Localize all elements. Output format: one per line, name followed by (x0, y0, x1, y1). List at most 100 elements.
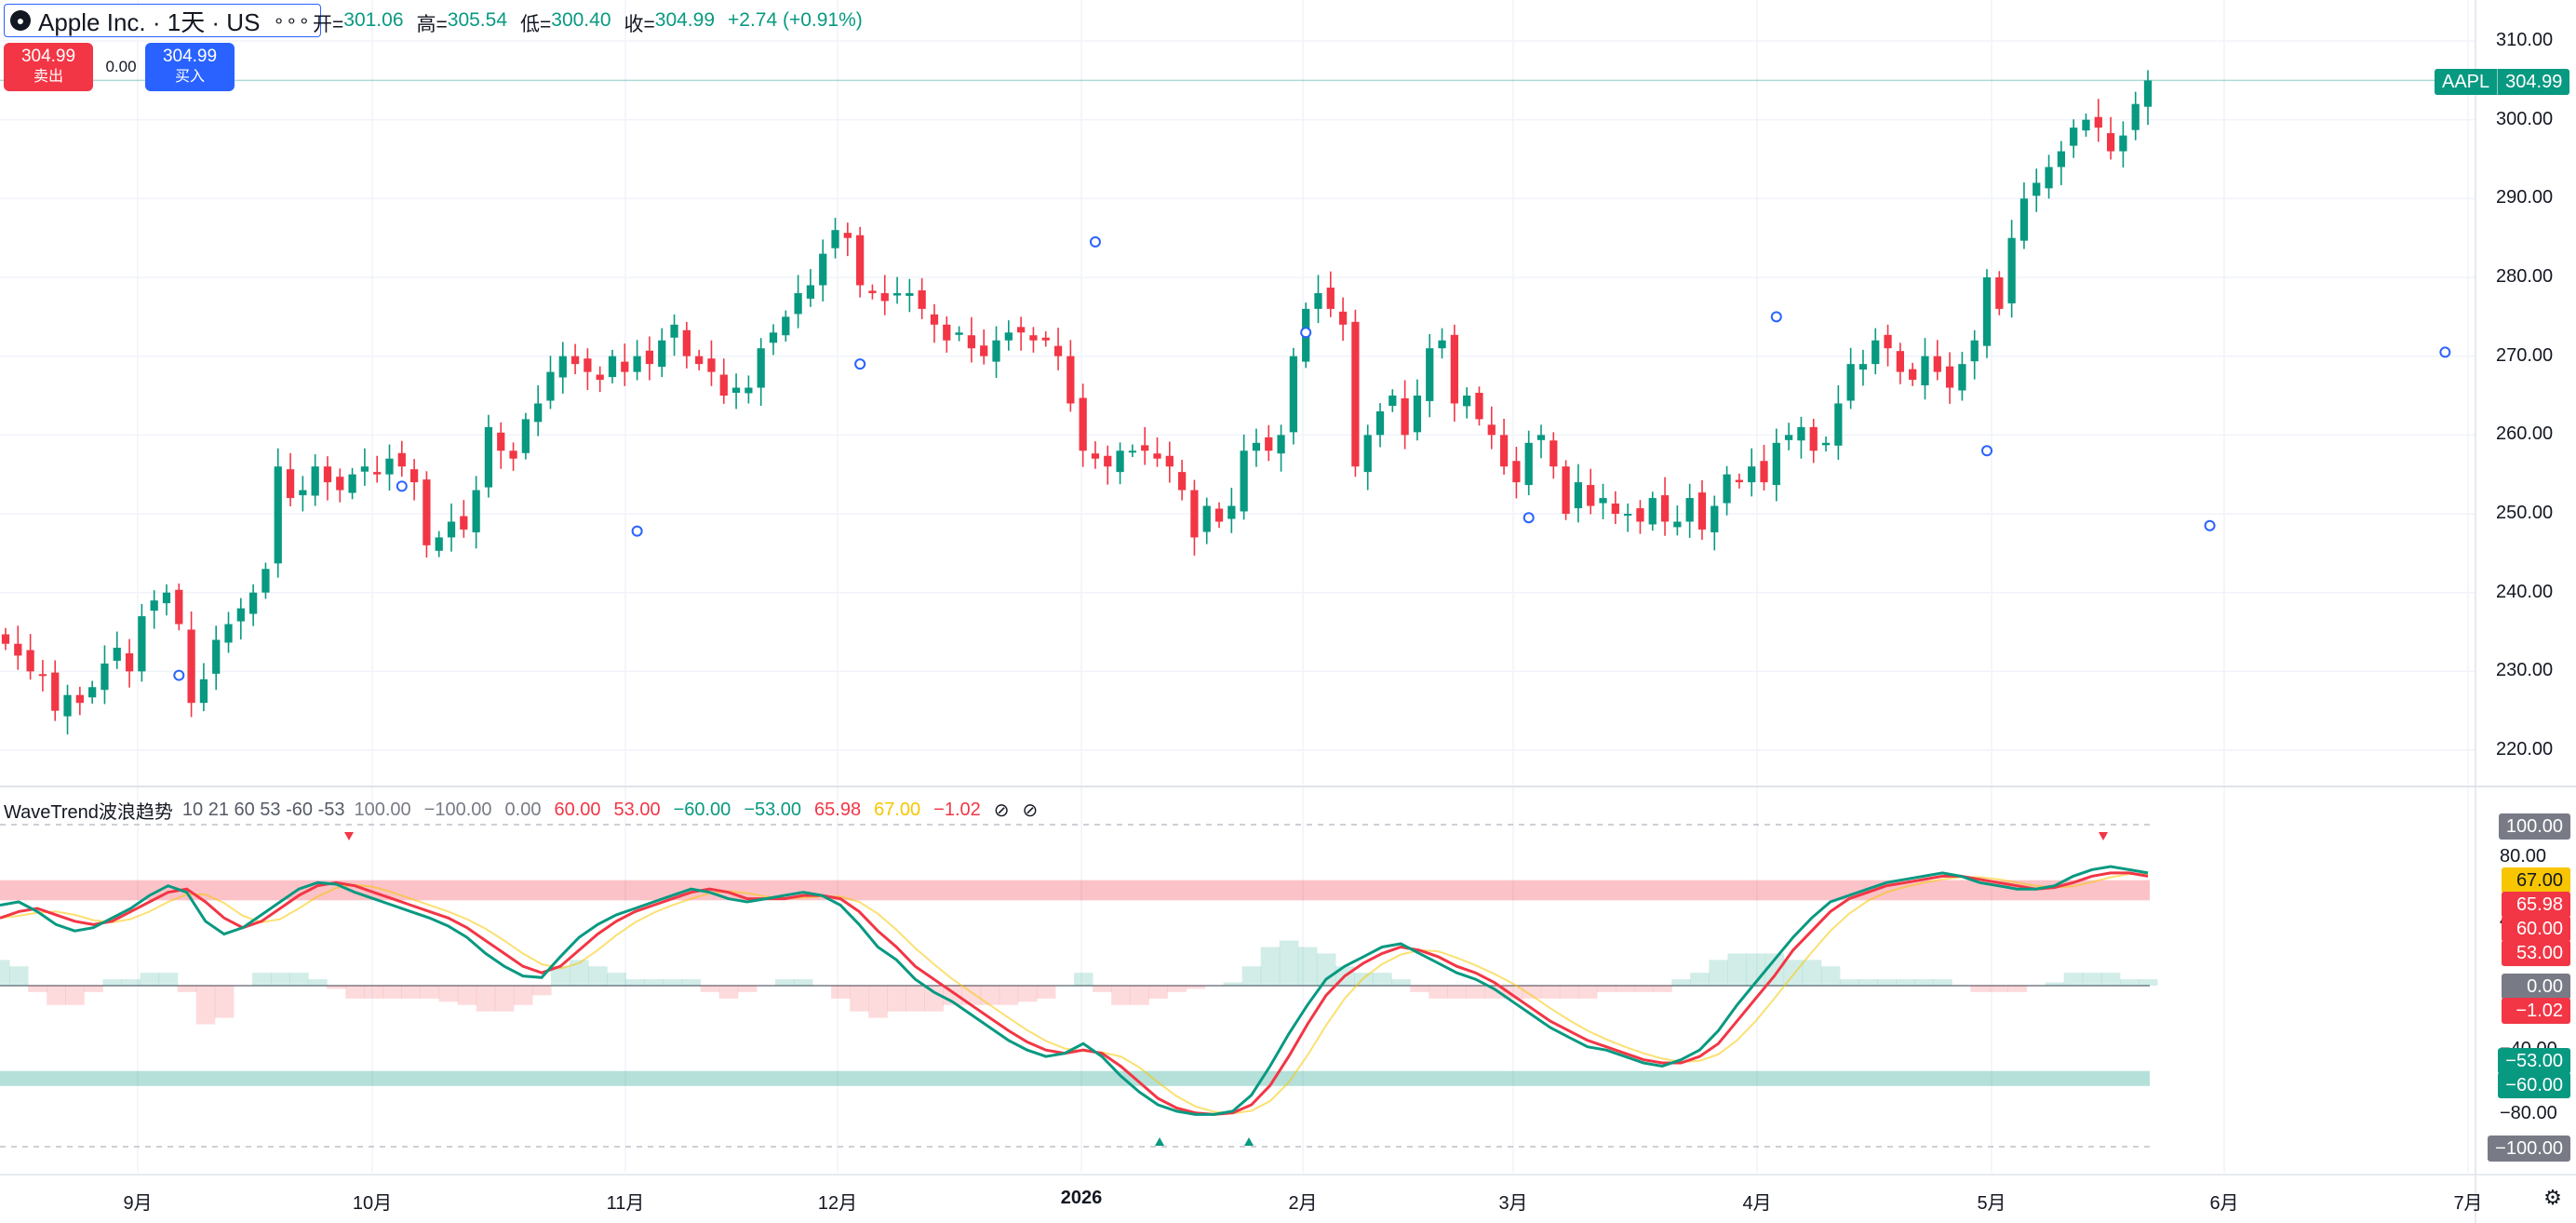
time-axis-label: 12月 (817, 1193, 858, 1214)
time-axis-label: 5月 (1977, 1193, 2006, 1214)
sell-button[interactable]: 304.99 卖出 (4, 43, 93, 91)
candle-body (769, 332, 778, 343)
candle-body (2045, 167, 2053, 189)
histogram-bar (681, 979, 702, 986)
candle-body (1772, 442, 1780, 486)
candle-body (596, 374, 604, 381)
candle-body (794, 292, 802, 315)
indicator-legend[interactable]: WaveTrend波浪趋势 10 21 60 53 -60 -53 100.00… (4, 797, 1051, 824)
candle-body (162, 592, 171, 604)
histogram-bar (457, 986, 477, 1005)
histogram-bar (607, 973, 626, 986)
histogram-bar (774, 979, 795, 986)
candle-body (1190, 490, 1199, 538)
histogram-bar (1540, 986, 1561, 999)
histogram-bar (308, 979, 328, 986)
histogram-bar (2119, 979, 2140, 986)
candle-body (1177, 472, 1187, 491)
candle-body (1846, 364, 1855, 401)
histogram-bar (1111, 986, 1131, 1005)
candle-body (731, 387, 741, 394)
candle-body (1624, 514, 1632, 516)
histogram-bar (1410, 986, 1429, 992)
indicator-value-tag: −1.02 (2502, 998, 2570, 1024)
candle-body (1277, 435, 1285, 454)
indicator-value: 67.00 (874, 800, 921, 820)
candle-body (1314, 292, 1322, 309)
eye-off-icon[interactable]: ⊘ (993, 800, 1010, 821)
indicator-value-tag: 53.00 (2502, 940, 2570, 966)
candle-body (1599, 498, 1607, 504)
candle-body (336, 477, 344, 491)
candle-body (199, 679, 208, 704)
candle-body (1079, 397, 1087, 451)
histogram-bar (84, 986, 103, 992)
candle-body (1872, 340, 1880, 365)
candle-body (621, 361, 629, 372)
candle-body (51, 672, 60, 711)
candle-body (1053, 345, 1063, 356)
candle-body (1735, 479, 1744, 483)
indicator-value-tag: 0.00 (2502, 974, 2570, 1000)
histogram-bar (1896, 979, 1915, 986)
candle-body (274, 466, 282, 564)
price-tag-value: 304.99 (2505, 71, 2563, 92)
candle-body (472, 490, 480, 532)
candle-body (534, 403, 543, 423)
candle-body (955, 332, 963, 335)
histogram-bar (47, 986, 66, 1005)
histogram-bar (2082, 973, 2102, 986)
candle-body (1067, 356, 1075, 404)
low-label: 低= (520, 14, 552, 35)
histogram-bar (644, 979, 664, 986)
candle-body (2019, 198, 2029, 241)
histogram-bar (327, 986, 346, 989)
candle-body (1252, 442, 1261, 451)
candle-body (14, 643, 22, 656)
candle-body (1153, 453, 1161, 459)
histogram-bar (1989, 986, 2008, 992)
symbol-selector[interactable]: ● Apple Inc. · 1天 · US ∘∘∘ (4, 4, 321, 37)
signal-marker (1523, 512, 1535, 524)
price-axis-label: 290.00 (2496, 187, 2554, 208)
indicator-name: WaveTrend波浪趋势 (4, 802, 173, 823)
candles-group (1, 70, 2153, 735)
buy-button[interactable]: 304.99 买入 (145, 43, 235, 91)
histogram-bar (1802, 960, 1822, 986)
candle-body (1202, 505, 1211, 532)
sell-label: 卖出 (33, 69, 63, 85)
candle-body (1636, 508, 1644, 522)
candle-body (1834, 403, 1843, 446)
candle-body (1165, 455, 1174, 467)
indicator-value: 60.00 (554, 800, 601, 820)
close-value: 304.99 (654, 9, 715, 31)
candle-body (1995, 277, 2004, 309)
histogram-bar (1017, 986, 1038, 1002)
candle-body (1104, 455, 1112, 467)
histogram-bar (663, 979, 683, 986)
histogram-bar (737, 986, 758, 992)
close-label: 收= (624, 14, 655, 35)
histogram-bar (251, 973, 272, 986)
histogram-bar (102, 979, 122, 986)
time-axis-label: 3月 (1498, 1193, 1528, 1214)
candle-body (1228, 505, 1236, 519)
more-icon[interactable]: ∘∘∘ (273, 10, 311, 32)
candle-body (843, 233, 852, 238)
candle-body (1351, 321, 1360, 467)
histogram-bar (1709, 960, 1728, 986)
eye-off-icon[interactable]: ⊘ (1022, 800, 1039, 821)
candle-body (1797, 426, 1805, 441)
gear-icon[interactable]: ⚙ (2543, 1186, 2562, 1209)
histogram-bar (1429, 986, 1448, 999)
indicator-value: 0.00 (504, 800, 542, 820)
candle-body (719, 374, 728, 396)
histogram-bar (1036, 986, 1056, 999)
candle-body (745, 387, 753, 394)
sell-signal-triangle (2099, 832, 2108, 840)
candle-body (1723, 474, 1731, 504)
candle-body (1116, 450, 1124, 473)
candle-body (1016, 327, 1026, 333)
candle-body (1809, 426, 1818, 451)
